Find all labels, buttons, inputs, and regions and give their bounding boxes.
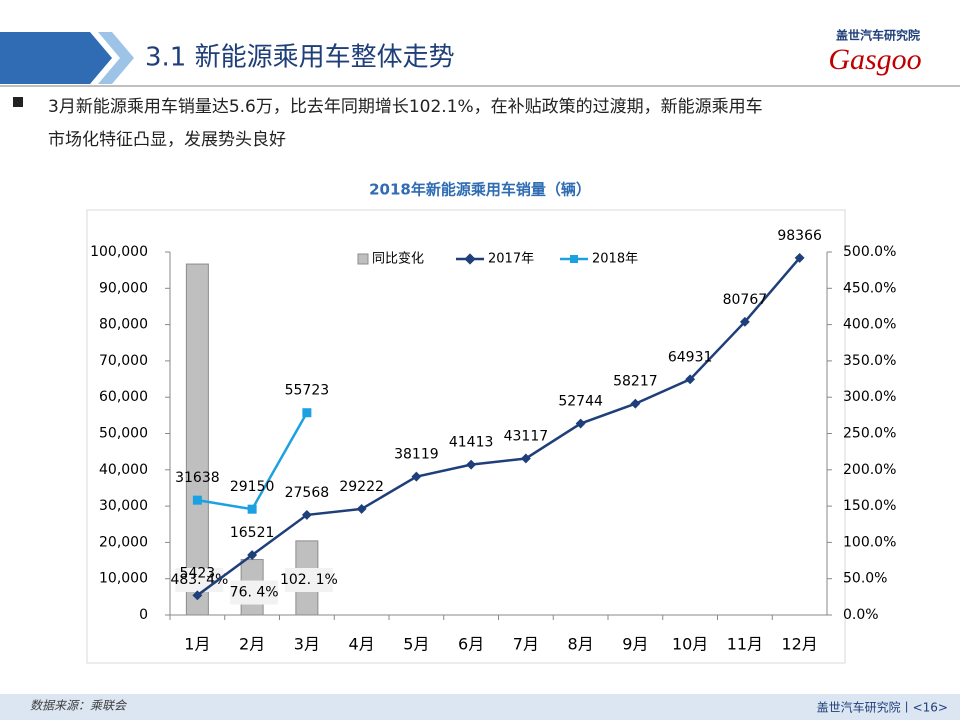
y-tick-label: 70,000 [99, 353, 148, 369]
y2-tick-label: 150.0% [843, 498, 896, 514]
y-tick-label: 0 [139, 607, 148, 623]
data-label: 41413 [449, 435, 494, 451]
legend-label: 同比变化 [372, 251, 424, 267]
point [575, 418, 586, 429]
point [247, 504, 257, 514]
y-tick-label: 40,000 [99, 462, 148, 478]
y2-tick-label: 450.0% [843, 280, 896, 296]
bar-label: 102. 1% [280, 572, 338, 588]
data-label: 58217 [613, 374, 658, 390]
point [685, 374, 696, 385]
y-tick-label: 50,000 [99, 426, 148, 442]
x-tick-label: 2月 [239, 635, 265, 654]
bar-label: 76. 4% [230, 585, 279, 601]
footer-source: 数据来源：乘联会 [30, 699, 128, 713]
header-chevron [98, 32, 134, 84]
y2-tick-label: 350.0% [843, 353, 896, 369]
point [630, 398, 641, 409]
x-tick-label: 10月 [672, 635, 708, 654]
data-label: 80767 [723, 292, 768, 308]
y2-tick-label: 200.0% [843, 462, 896, 478]
data-label: 27568 [285, 485, 330, 501]
label-bg [230, 580, 279, 605]
slide-title: 3.1 新能源乘用车整体走势 [145, 43, 455, 73]
y2-tick-label: 0.0% [843, 607, 879, 623]
legend-marker [570, 255, 578, 263]
legend-label: 2017年 [488, 252, 534, 267]
label-bg [175, 568, 224, 592]
logo-brand: Gasgoo [828, 43, 921, 76]
y2-tick-label: 400.0% [843, 317, 896, 333]
x-tick-label: 4月 [349, 635, 375, 654]
data-label: 52744 [558, 394, 603, 410]
point [192, 590, 203, 601]
y-tick-label: 10,000 [99, 571, 148, 587]
chart-frame [86, 209, 846, 664]
data-label: 31638 [175, 470, 220, 486]
footer-bar [0, 694, 960, 720]
line [196, 257, 801, 597]
bullet-text: 市场化特征凸显，发展势头良好 [48, 130, 286, 150]
x-tick-label: 8月 [568, 635, 594, 654]
data-label: 29150 [230, 479, 275, 495]
y-tick-label: 100,000 [90, 244, 148, 260]
x-tick-label: 12月 [781, 635, 817, 654]
data-label: 98366 [777, 228, 822, 244]
chart-title: 2018年新能源乘用车销量（辆） [369, 181, 591, 199]
point [247, 550, 258, 560]
bar [185, 263, 209, 616]
logo-text: 盖世汽车研究院 [836, 28, 920, 43]
label-bg [284, 568, 333, 592]
y2-tick-label: 50.0% [843, 571, 887, 587]
legend-swatch [357, 253, 369, 265]
point [466, 459, 477, 470]
data-label: 5423 [180, 565, 216, 581]
header-chevron [0, 32, 112, 84]
legend-marker [464, 253, 476, 265]
point [192, 495, 202, 505]
x-tick-label: 7月 [513, 635, 539, 654]
point [411, 471, 422, 482]
x-tick-label: 9月 [622, 635, 648, 654]
x-tick-label: 3月 [294, 635, 320, 654]
point [520, 453, 531, 464]
point [739, 316, 750, 327]
point [794, 252, 805, 263]
legend-label: 2018年 [592, 252, 638, 267]
y2-tick-label: 500.0% [843, 244, 896, 260]
y-tick-label: 90,000 [99, 280, 148, 296]
data-label: 29222 [339, 479, 384, 495]
y-tick-label: 80,000 [99, 317, 148, 333]
footer-page: 盖世汽车研究院丨<16> [817, 700, 948, 715]
y-tick-label: 60,000 [99, 389, 148, 405]
x-tick-label: 11月 [727, 635, 763, 654]
y2-tick-label: 250.0% [843, 426, 896, 442]
x-tick-label: 1月 [184, 635, 210, 654]
x-tick-label: 6月 [458, 635, 484, 654]
bullet-text: 3月新能源乘用车销量达5.6万，比去年同期增长102.1%，在补贴政策的过渡期，… [48, 97, 763, 117]
data-label: 16521 [230, 525, 275, 541]
y-tick-label: 20,000 [99, 534, 148, 550]
bullet [13, 97, 23, 107]
data-label: 43117 [504, 428, 549, 444]
point [301, 509, 312, 520]
y-tick-label: 30,000 [99, 498, 148, 514]
data-label: 64931 [668, 349, 713, 365]
point [302, 408, 312, 418]
data-label: 38119 [394, 447, 439, 463]
point [356, 503, 367, 514]
y2-tick-label: 100.0% [843, 534, 896, 550]
data-label: 55723 [285, 383, 330, 399]
x-tick-label: 5月 [403, 635, 429, 654]
y2-tick-label: 300.0% [843, 389, 896, 405]
